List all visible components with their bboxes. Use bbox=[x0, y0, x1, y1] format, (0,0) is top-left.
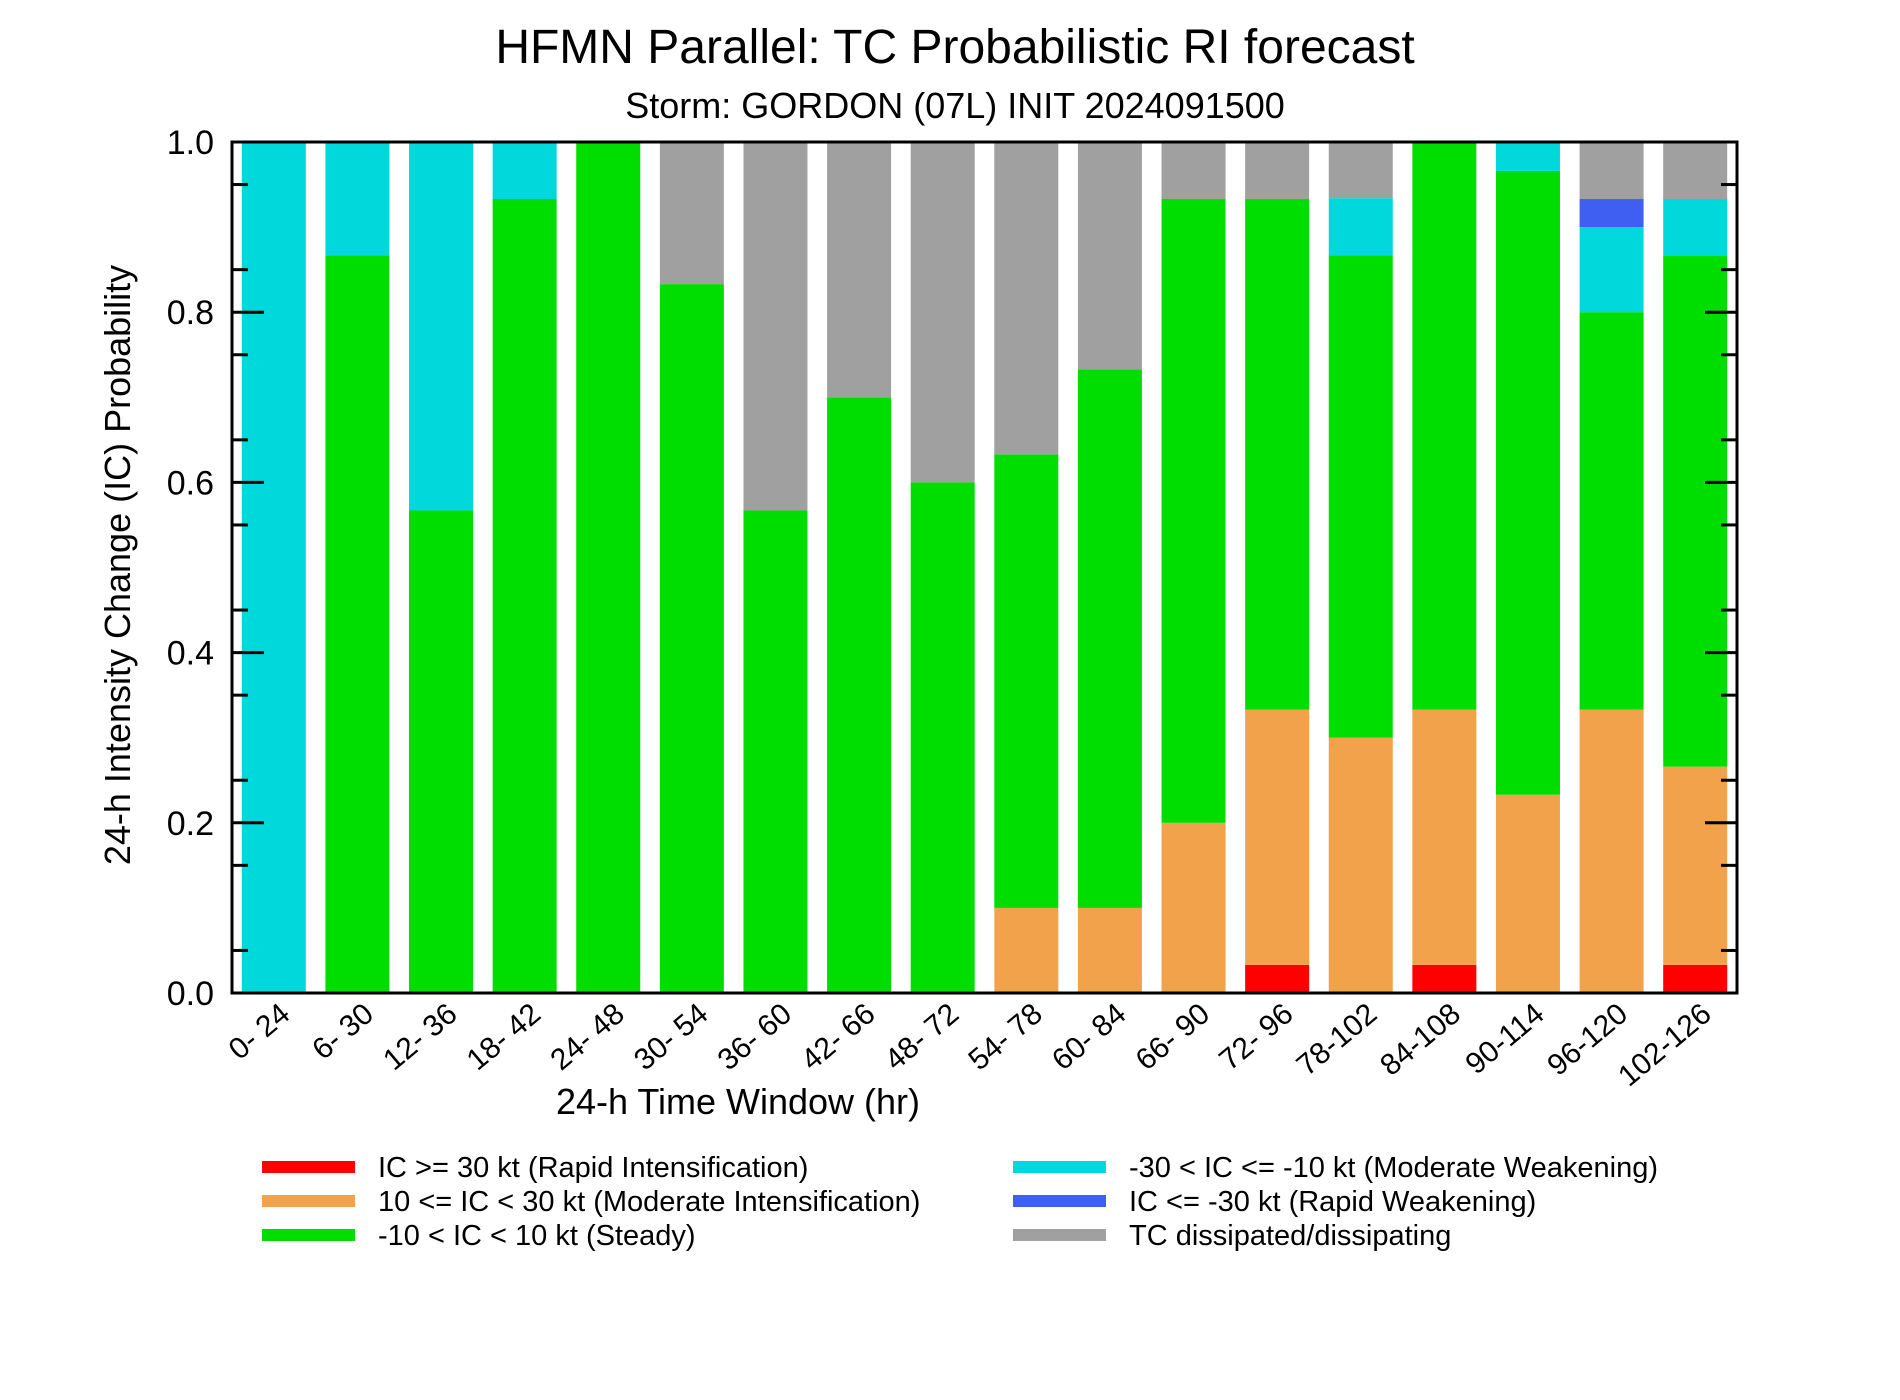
bar-segment-9-series-3 bbox=[910, 482, 975, 993]
y-tick-label: 0.4 bbox=[167, 635, 214, 673]
bar-segment-4-series-4 bbox=[492, 142, 557, 200]
bar-segment-17-series-3 bbox=[1579, 312, 1644, 710]
x-tick-label: 102-126 bbox=[1612, 997, 1718, 1093]
bar-segment-13-series-3 bbox=[1245, 199, 1310, 710]
x-tick-label: 12- 36 bbox=[377, 997, 463, 1077]
legend-label: IC >= 30 kt (Rapid Intensification) bbox=[378, 1152, 808, 1184]
bar-segment-13-series-1 bbox=[1245, 964, 1310, 993]
bar-segment-18-series-4 bbox=[1663, 199, 1728, 257]
x-tick-label: 6- 30 bbox=[306, 997, 380, 1066]
bar-segment-12-series-6 bbox=[1161, 142, 1226, 200]
bar-segment-15-series-2 bbox=[1412, 709, 1477, 965]
legend-swatch bbox=[262, 1195, 355, 1207]
bar-segment-13-series-6 bbox=[1245, 142, 1310, 200]
y-tick-label: 0.8 bbox=[167, 294, 214, 332]
legend-swatch bbox=[1013, 1195, 1106, 1207]
chart-title: HFMN Parallel: TC Probabilistic RI forec… bbox=[495, 21, 1414, 74]
bar-segment-12-series-2 bbox=[1161, 822, 1226, 993]
x-tick-label: 90-114 bbox=[1459, 997, 1550, 1081]
bar-segment-8-series-6 bbox=[827, 142, 892, 398]
y-tick-label: 0.0 bbox=[167, 975, 214, 1013]
bar-segment-15-series-1 bbox=[1412, 964, 1477, 993]
x-tick-label: 42- 66 bbox=[795, 997, 881, 1077]
bar-segment-9-series-6 bbox=[910, 142, 975, 483]
bar-segment-5-series-3 bbox=[576, 142, 641, 993]
bar-segment-10-series-6 bbox=[994, 142, 1059, 455]
legend-swatch bbox=[262, 1161, 355, 1173]
bars-group bbox=[241, 142, 1728, 993]
bar-segment-11-series-6 bbox=[1077, 142, 1142, 370]
bar-segment-14-series-4 bbox=[1328, 198, 1393, 256]
plot-frame bbox=[230, 140, 1739, 995]
bar-segment-16-series-3 bbox=[1495, 170, 1560, 795]
legend-swatch bbox=[1013, 1161, 1106, 1173]
y-tick-label: 0.2 bbox=[167, 805, 214, 843]
bar-segment-10-series-3 bbox=[994, 454, 1059, 908]
x-tick-label: 72- 96 bbox=[1213, 997, 1299, 1077]
bar-segment-18-series-1 bbox=[1663, 964, 1728, 993]
x-tick-label: 48- 72 bbox=[879, 997, 965, 1077]
x-tick-label: 30- 54 bbox=[628, 997, 714, 1077]
legend-swatch bbox=[262, 1229, 355, 1241]
bar-segment-7-series-3 bbox=[743, 510, 808, 993]
bar-segment-16-series-2 bbox=[1495, 794, 1560, 993]
legend-label: 10 <= IC < 30 kt (Moderate Intensificati… bbox=[378, 1186, 920, 1218]
x-tick-label: 84-108 bbox=[1374, 997, 1467, 1082]
bar-segment-6-series-3 bbox=[659, 284, 724, 993]
y-tick-label: 0.6 bbox=[167, 464, 214, 502]
bar-segment-3-series-3 bbox=[409, 510, 474, 993]
bar-segment-3-series-4 bbox=[409, 142, 474, 511]
x-axis-label: 24-h Time Window (hr) bbox=[556, 1081, 920, 1122]
legend-label: -10 < IC < 10 kt (Steady) bbox=[378, 1220, 696, 1252]
bar-segment-12-series-3 bbox=[1161, 199, 1226, 823]
bar-segment-2-series-3 bbox=[325, 255, 390, 993]
x-tick-label: 0- 24 bbox=[223, 997, 297, 1066]
bar-segment-17-series-5 bbox=[1579, 199, 1644, 228]
bar-segment-17-series-4 bbox=[1579, 227, 1644, 313]
legend: IC >= 30 kt (Rapid Intensification) -30 <… bbox=[262, 1152, 1658, 1252]
bar-segment-18-series-6 bbox=[1663, 142, 1728, 200]
x-tick-label: 36- 60 bbox=[712, 997, 798, 1077]
x-tick-label: 60- 84 bbox=[1046, 997, 1132, 1077]
legend-label: TC dissipated/dissipating bbox=[1129, 1220, 1451, 1252]
x-tick-label: 54- 78 bbox=[962, 997, 1048, 1077]
bar-segment-11-series-2 bbox=[1077, 907, 1142, 993]
bar-segment-17-series-6 bbox=[1579, 142, 1644, 200]
bar-segment-14-series-3 bbox=[1328, 255, 1393, 738]
bar-segment-17-series-2 bbox=[1579, 709, 1644, 993]
x-tick-label: 18- 42 bbox=[461, 997, 547, 1077]
bar-segment-2-series-4 bbox=[325, 142, 390, 256]
bar-segment-6-series-6 bbox=[659, 142, 724, 285]
y-tick-label: 1.0 bbox=[167, 124, 214, 162]
bar-segment-14-series-6 bbox=[1328, 142, 1393, 199]
bar-segment-1-series-4 bbox=[241, 142, 306, 993]
bar-segment-11-series-3 bbox=[1077, 369, 1142, 908]
chart-subtitle: Storm: GORDON (07L) INIT 2024091500 bbox=[625, 85, 1285, 126]
x-tick-label: 78-102 bbox=[1291, 997, 1384, 1082]
bar-segment-10-series-2 bbox=[994, 907, 1059, 993]
legend-label: -30 < IC <= -10 kt (Moderate Weakening) bbox=[1129, 1152, 1658, 1184]
bar-segment-18-series-2 bbox=[1663, 766, 1728, 965]
x-tick-label: 24- 48 bbox=[544, 997, 630, 1077]
legend-label: IC <= -30 kt (Rapid Weakening) bbox=[1129, 1186, 1536, 1218]
bar-segment-7-series-6 bbox=[743, 142, 808, 511]
x-tick-label: 66- 90 bbox=[1130, 997, 1216, 1077]
bar-segment-4-series-3 bbox=[492, 199, 557, 993]
legend-swatch bbox=[1013, 1229, 1106, 1241]
y-axis-label: 24-h Intensity Change (IC) Probability bbox=[97, 265, 138, 865]
bar-segment-8-series-3 bbox=[827, 397, 892, 993]
bar-segment-16-series-4 bbox=[1495, 142, 1560, 171]
bar-segment-18-series-3 bbox=[1663, 256, 1728, 767]
bar-segment-14-series-2 bbox=[1328, 737, 1393, 993]
bar-segment-15-series-3 bbox=[1412, 142, 1477, 710]
bar-segment-13-series-2 bbox=[1245, 709, 1310, 965]
